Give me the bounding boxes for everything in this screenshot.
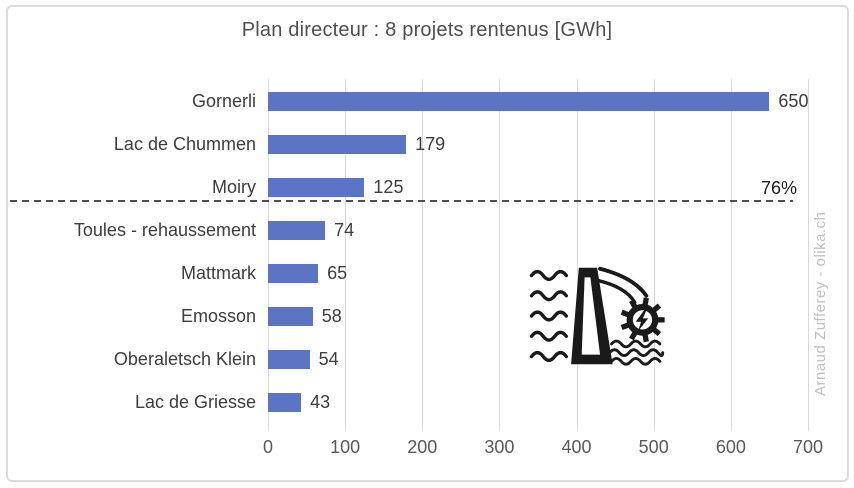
- lightning-bolt-icon: [635, 309, 649, 331]
- gridline-0: [268, 79, 269, 431]
- chart-frame: [6, 5, 849, 482]
- value-label: 58: [321, 306, 342, 326]
- threshold-percент-label: 76%: [760, 178, 797, 198]
- bar: [268, 392, 302, 412]
- x-tick-label: 600: [715, 437, 746, 457]
- x-tick-label: 100: [330, 437, 361, 457]
- category-label: Moiry: [212, 177, 256, 197]
- category-label: Toules - rehaussement: [73, 220, 256, 240]
- x-tick-label: 0: [262, 437, 273, 457]
- category-label: Gornerli: [191, 91, 256, 111]
- gridline-700: [808, 79, 809, 431]
- value-label: 125: [373, 177, 404, 197]
- value-label: 179: [415, 134, 446, 154]
- value-label: 74: [334, 220, 355, 240]
- category-label: Emosson: [180, 306, 256, 326]
- water-waves-left: [529, 269, 569, 363]
- gridline-300: [499, 79, 501, 431]
- bar: [268, 91, 770, 111]
- bar: [268, 134, 407, 154]
- bar: [268, 263, 319, 283]
- category-label: Lac de Chummen: [113, 134, 256, 154]
- bar: [268, 349, 310, 369]
- category-label: Lac de Griesse: [134, 392, 256, 412]
- value-label: 650: [778, 91, 809, 111]
- bar: [268, 306, 313, 326]
- gridline-400: [576, 79, 578, 431]
- bar: [268, 177, 365, 197]
- category-axis: Gornerli Lac de Chummen Moiry Toules - reha…: [0, 0, 256, 488]
- x-tick-label: 300: [484, 437, 515, 457]
- water-jet-arcs: [595, 266, 649, 305]
- x-tick-label: 200: [407, 437, 438, 457]
- dam-slot: [581, 277, 601, 355]
- value-label: 65: [327, 263, 348, 283]
- water-waves-right: [608, 339, 665, 366]
- gridline-100: [345, 79, 347, 431]
- chart-title: Plan directeur : 8 projets rentenus [GWh…: [241, 19, 613, 41]
- value-label: 54: [318, 349, 339, 369]
- bar: [268, 220, 326, 240]
- x-tick-label: 700: [792, 437, 824, 457]
- x-tick-label: 400: [561, 437, 592, 457]
- gridline-600: [730, 79, 732, 431]
- threshold-dashed-line: [10, 200, 793, 202]
- gridline-200: [422, 79, 424, 431]
- x-tick-label: 500: [638, 437, 669, 457]
- gridline-500: [653, 79, 655, 431]
- category-label: Oberaletsch Klein: [113, 349, 256, 369]
- category-label: Mattmark: [180, 263, 256, 283]
- turbine-gear: [620, 297, 665, 343]
- watermark-credit: Arnaud Zufferey - olika.ch: [812, 211, 829, 397]
- hydroelectric-dam-icon: [529, 266, 665, 366]
- value-label: 43: [310, 392, 331, 412]
